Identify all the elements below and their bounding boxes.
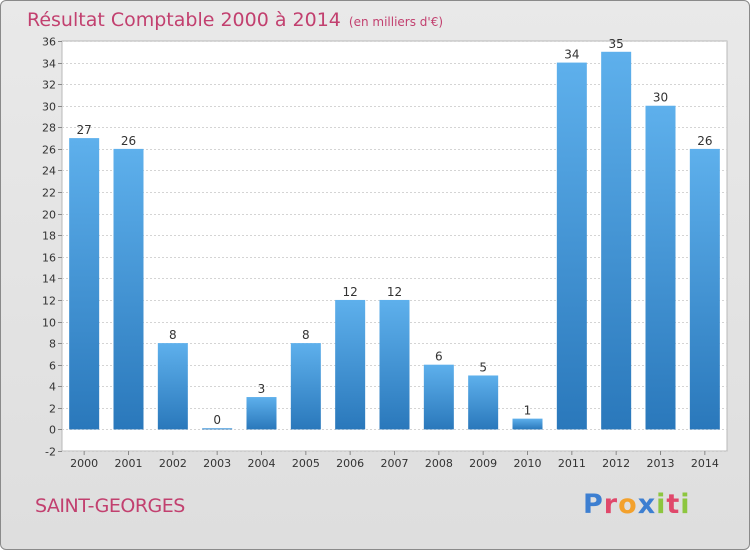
bar: [689, 148, 720, 430]
y-tick-label: 10: [42, 317, 56, 330]
chart-title-text: Résultat Comptable 2000 à 2014: [27, 9, 341, 31]
y-tick-label: 18: [42, 230, 56, 243]
x-tick-label: 2000: [70, 457, 98, 470]
bar: [290, 343, 321, 430]
x-tick-label: 2005: [292, 457, 320, 470]
y-tick-label: 22: [42, 187, 56, 200]
bar: [246, 397, 277, 430]
commune-name: SAINT-GEORGES: [35, 495, 185, 517]
data-label: 5: [479, 360, 487, 374]
x-tick-label: 2001: [115, 457, 143, 470]
y-tick-label: 12: [42, 295, 56, 308]
bar: [69, 138, 100, 430]
y-tick-label: 32: [42, 79, 56, 92]
bar: [157, 343, 188, 430]
y-tick-label: 6: [49, 360, 56, 373]
data-label: 8: [302, 328, 310, 342]
y-tick-label: 28: [42, 122, 56, 135]
bar: [423, 364, 454, 430]
x-tick-label: 2003: [203, 457, 231, 470]
y-tick-label: 26: [42, 144, 56, 157]
data-label: 6: [435, 350, 443, 364]
data-label: 12: [387, 285, 402, 299]
bar: [601, 51, 632, 430]
logo-letter: o: [618, 489, 638, 520]
y-tick-label: 34: [42, 58, 56, 71]
bar-layer: [69, 51, 720, 430]
data-label: 26: [121, 134, 136, 148]
x-tick-label: 2008: [425, 457, 453, 470]
bar: [645, 105, 676, 430]
proxiti-logo[interactable]: Proxiti: [583, 489, 691, 520]
x-tick-label: 2010: [514, 457, 542, 470]
logo-letter: t: [666, 489, 681, 520]
x-tick-label: 2002: [159, 457, 187, 470]
x-tick-label: 2009: [469, 457, 497, 470]
y-tick-label: 24: [42, 165, 56, 178]
bar: [335, 299, 366, 430]
x-tick-label: 2014: [691, 457, 719, 470]
data-label: 26: [697, 134, 712, 148]
data-label: 12: [343, 285, 358, 299]
logo-letter: i: [680, 489, 691, 520]
bar: [113, 148, 144, 430]
x-tick-label: 2007: [381, 457, 409, 470]
data-label: 34: [564, 48, 579, 62]
data-label: 1: [524, 404, 532, 418]
data-label: 27: [77, 123, 92, 137]
y-tick-label: 4: [49, 381, 56, 394]
x-tick-label: 2011: [558, 457, 586, 470]
y-tick-label: 30: [42, 101, 56, 114]
chart-subtitle: (en milliers d'€): [348, 15, 444, 29]
bar: [379, 299, 410, 430]
data-label: 3: [258, 382, 266, 396]
data-label: 0: [213, 413, 221, 427]
label-layer: 27 26 8 0 3 8 12 12 6 5 1 34 35 30 26: [77, 37, 713, 427]
y-tick-label: 16: [42, 252, 56, 265]
y-tick-label: 36: [42, 36, 56, 49]
bar: [556, 62, 587, 430]
y-tick-label: 8: [49, 338, 56, 351]
x-tick-label: 2004: [248, 457, 276, 470]
data-label: 30: [653, 91, 668, 105]
x-tick-label: 2013: [647, 457, 675, 470]
data-label: 8: [169, 328, 177, 342]
chart-title: Résultat Comptable 2000 à 2014 (en millie…: [27, 9, 443, 31]
bar: [202, 428, 233, 430]
y-tick-label: -2: [45, 446, 56, 459]
logo-letter: P: [583, 489, 604, 520]
y-tick-label: 0: [49, 424, 56, 437]
bar: [512, 418, 543, 430]
logo-letter: x: [637, 489, 657, 520]
y-tick-label: 14: [42, 273, 56, 286]
logo-letter: r: [603, 489, 619, 520]
x-tick-label: 2012: [602, 457, 630, 470]
data-label: 35: [609, 37, 624, 51]
logo-letter: i: [656, 489, 667, 520]
x-tick-label: 2006: [336, 457, 364, 470]
y-tick-label: 2: [49, 403, 56, 416]
bar: [468, 375, 499, 430]
y-tick-label: 20: [42, 209, 56, 222]
